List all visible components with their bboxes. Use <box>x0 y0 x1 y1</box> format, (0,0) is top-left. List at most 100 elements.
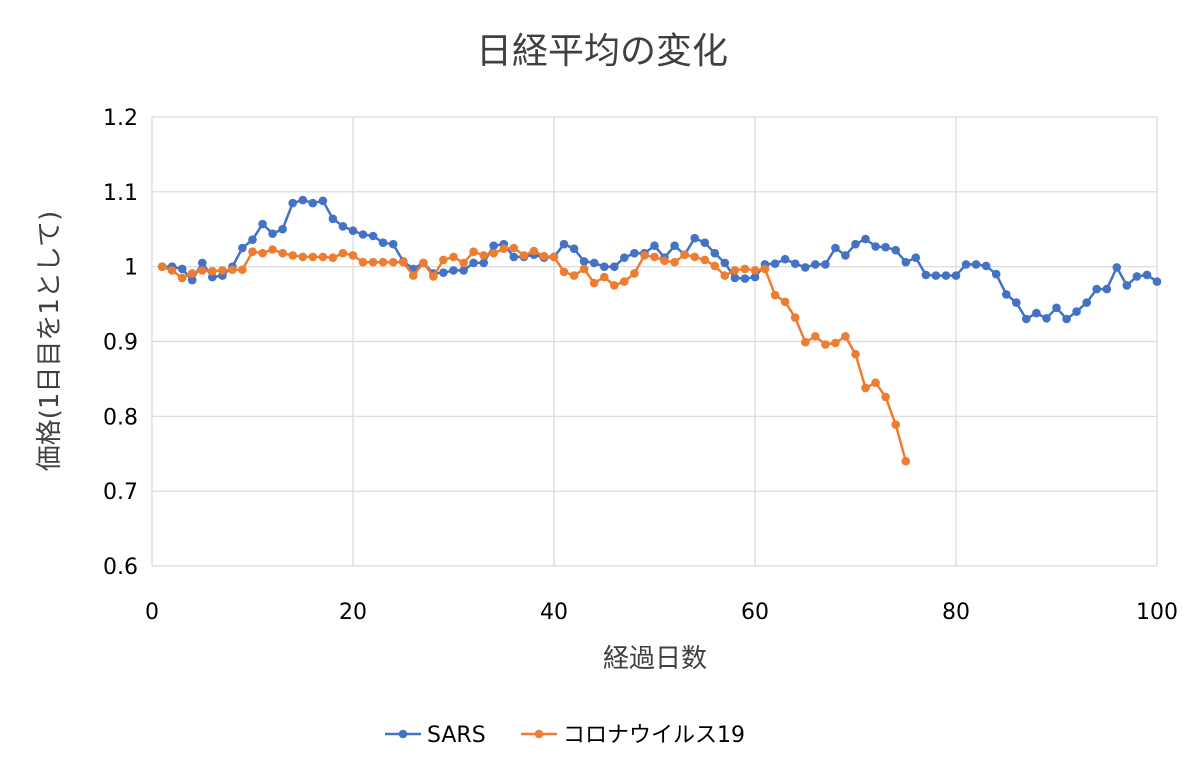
data-point <box>449 266 458 275</box>
data-point <box>750 266 760 275</box>
y-tick-label: 0.8 <box>103 405 138 430</box>
data-point <box>388 239 398 249</box>
data-point <box>368 257 378 267</box>
data-point <box>358 257 368 267</box>
data-point <box>198 266 207 275</box>
data-point <box>841 251 850 260</box>
data-point <box>700 238 710 247</box>
legend-marker <box>398 729 408 739</box>
data-point <box>519 251 529 260</box>
y-axis-label: 価格(1日目を1として) <box>35 211 65 472</box>
data-point <box>670 241 679 250</box>
data-point <box>449 252 458 262</box>
data-point <box>620 253 629 262</box>
data-point <box>821 340 830 349</box>
data-point <box>579 264 589 274</box>
x-tick-label: 80 <box>942 600 970 625</box>
y-tick-label: 1.1 <box>103 181 138 206</box>
data-point <box>630 248 639 258</box>
data-point <box>338 248 348 258</box>
data-point <box>831 338 840 348</box>
data-point <box>780 297 790 307</box>
data-point <box>459 266 468 275</box>
data-point <box>730 266 740 275</box>
data-point <box>177 273 187 283</box>
data-point <box>740 274 750 283</box>
data-point <box>831 243 840 253</box>
data-point <box>971 260 981 269</box>
series-group <box>157 195 1162 466</box>
data-point <box>690 233 699 243</box>
data-point <box>198 258 207 268</box>
y-tick-label: 1 <box>124 256 138 281</box>
data-point <box>559 267 569 277</box>
y-tick-label: 0.9 <box>103 331 138 356</box>
data-point <box>318 252 328 262</box>
data-point <box>670 257 679 267</box>
data-point <box>358 230 368 239</box>
data-point <box>921 270 931 280</box>
data-point <box>680 250 689 259</box>
data-point <box>248 235 257 244</box>
data-point <box>589 278 599 288</box>
series-0 <box>157 195 1162 324</box>
data-point <box>801 337 810 347</box>
data-point <box>1052 303 1061 313</box>
legend-marker <box>534 729 544 739</box>
data-point <box>851 349 860 359</box>
data-point <box>469 258 478 268</box>
data-point <box>881 392 890 402</box>
data-point <box>399 257 408 267</box>
data-point <box>851 239 860 249</box>
data-point <box>559 239 569 249</box>
data-point <box>1002 290 1011 299</box>
data-point <box>1152 277 1162 286</box>
data-point <box>881 242 890 252</box>
y-tick-label: 0.7 <box>103 480 138 505</box>
data-point <box>469 247 478 256</box>
data-point <box>208 272 217 282</box>
y-tick-label: 0.6 <box>103 555 138 580</box>
data-point <box>720 271 730 280</box>
legend-label: コロナウイルス19 <box>563 723 745 748</box>
data-point <box>660 256 669 266</box>
data-point <box>891 420 900 429</box>
x-tick-label: 60 <box>741 600 769 625</box>
data-point <box>1062 314 1071 324</box>
data-point <box>770 290 780 300</box>
data-point <box>589 258 599 268</box>
data-point <box>901 257 911 267</box>
data-point <box>177 264 187 274</box>
legend: SARS コロナウイルス19 <box>385 723 745 748</box>
data-point <box>378 238 388 247</box>
data-point <box>790 313 800 322</box>
data-point <box>861 383 870 393</box>
data-point <box>308 252 318 262</box>
data-point <box>760 264 770 274</box>
data-point <box>600 262 609 272</box>
data-point <box>901 456 911 466</box>
data-point <box>489 248 499 258</box>
data-point <box>871 378 880 388</box>
data-point <box>710 248 720 258</box>
data-point <box>388 257 398 267</box>
data-point <box>579 257 589 266</box>
data-point <box>630 269 639 278</box>
data-point <box>1072 307 1081 316</box>
data-point <box>348 226 358 235</box>
data-point <box>821 260 830 269</box>
data-point <box>1032 308 1041 318</box>
data-point <box>931 271 941 280</box>
x-axis-label: 経過日数 <box>603 644 707 674</box>
x-tick-label: 100 <box>1136 600 1178 625</box>
data-point <box>811 332 820 341</box>
data-point <box>1092 284 1101 294</box>
data-point <box>258 248 267 258</box>
data-point <box>157 262 167 272</box>
data-point <box>1082 298 1091 307</box>
data-point <box>1112 263 1122 272</box>
data-point <box>549 252 559 262</box>
data-point <box>600 272 609 282</box>
data-point <box>419 258 428 268</box>
data-point <box>308 198 318 208</box>
